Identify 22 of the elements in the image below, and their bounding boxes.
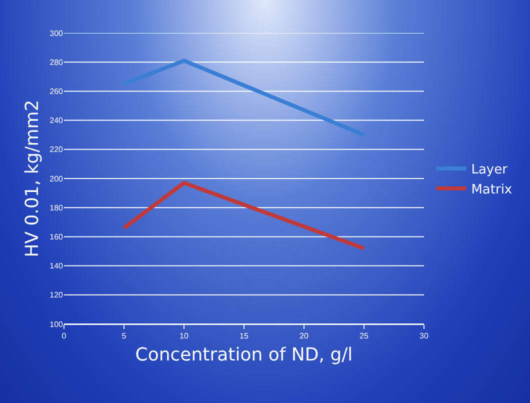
y-tick-label: 160: [50, 232, 64, 242]
x-tick-label: 10: [180, 332, 189, 341]
y-tick-label: 300: [50, 28, 64, 38]
y-tick-label: 260: [50, 87, 64, 96]
x-axis-title: Concentration of ND, g/l: [135, 344, 353, 366]
y-tick-label: 200: [50, 174, 64, 184]
y-tick-label: 280: [50, 58, 64, 67]
legend-label: Layer: [471, 162, 508, 178]
y-tick-label: 180: [50, 203, 64, 212]
y-tick-label: 120: [50, 290, 64, 300]
x-tick-label: 0: [62, 332, 67, 341]
y-axis-title: HV 0.01, kg/mm2: [22, 100, 43, 258]
y-tick-label: 240: [50, 116, 64, 126]
legend-label: Matrix: [471, 182, 512, 198]
y-tick-label: 220: [50, 145, 64, 154]
x-tick-label: 15: [240, 332, 249, 341]
x-tick-label: 30: [420, 332, 429, 341]
x-tick-label: 5: [122, 332, 127, 341]
x-tick-label: 25: [360, 332, 369, 341]
x-tick-label: 20: [300, 332, 309, 341]
y-tick-label: 140: [50, 262, 64, 271]
y-tick-label: 100: [50, 320, 64, 329]
